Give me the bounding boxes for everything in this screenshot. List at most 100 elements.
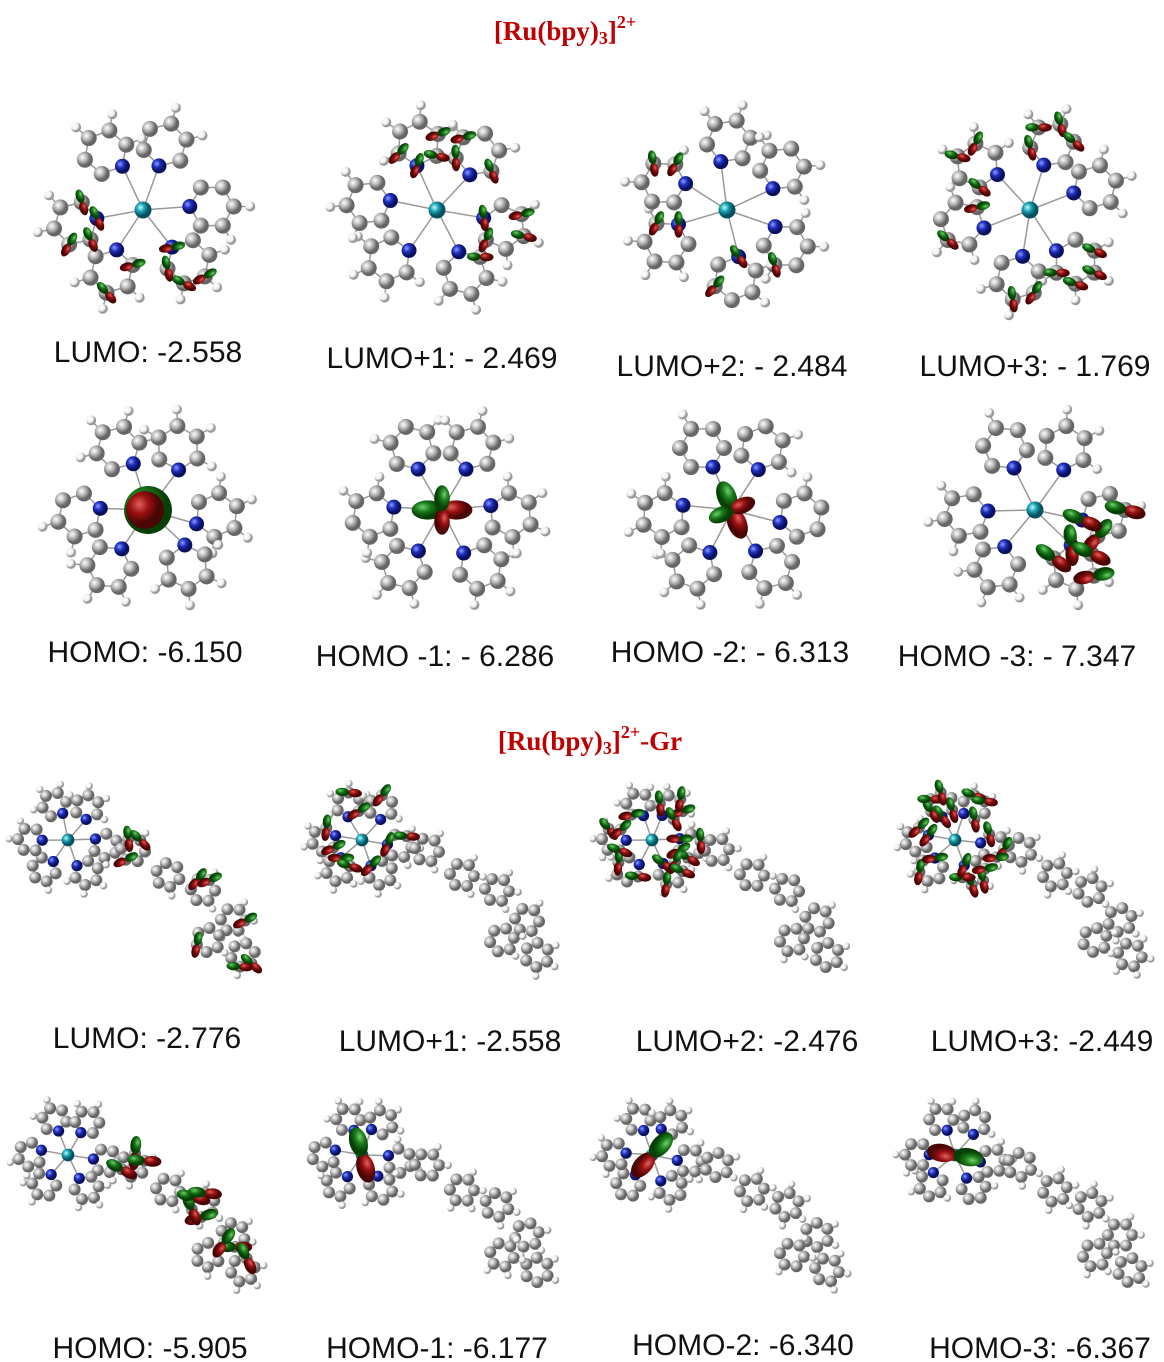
atom [793,885,805,897]
atom [37,802,49,814]
atom [374,472,384,482]
atom [41,1123,53,1135]
atom [1126,1229,1138,1241]
atom [92,796,104,808]
atom [533,1226,545,1238]
atom [970,255,980,265]
atom [136,142,152,158]
atom [929,1124,941,1136]
atom [741,1195,753,1207]
atom [254,1282,262,1290]
atom [197,546,213,562]
atom [1147,955,1155,963]
atom [444,868,456,880]
atom [1108,950,1116,958]
atom [737,426,753,442]
atom [5,835,13,843]
atom [425,855,437,867]
atom [1033,834,1041,842]
atom [775,1268,783,1276]
atom [634,1180,646,1192]
atom [1037,871,1049,883]
atom [776,873,788,885]
atom [676,1122,688,1134]
molecule [624,410,830,610]
atom [493,1211,505,1223]
atom [120,278,136,294]
atom [1058,418,1074,434]
atom [752,163,768,179]
atom [1080,926,1092,938]
atom [85,1171,97,1183]
atom [190,894,202,906]
atom [304,822,312,830]
atom [382,521,398,537]
atom [123,561,139,577]
atom [76,1193,88,1205]
atom [610,1177,622,1189]
atom [444,1162,452,1170]
atom [769,883,781,895]
atom [26,1137,38,1149]
atom [33,1168,45,1180]
atom [1091,922,1103,934]
atom [502,1203,514,1215]
atom [627,788,639,800]
atom [330,830,341,841]
atom [811,942,823,954]
atom [792,590,802,600]
atom [23,1172,31,1180]
atom [627,1190,639,1202]
atom [124,406,134,416]
orbital-label: HOMO: -5.905 [52,1332,247,1362]
atom [810,521,826,537]
atom [761,143,777,159]
atom [409,842,421,854]
atom [31,823,43,835]
atom [1113,1268,1125,1280]
atom [666,194,682,210]
atom [949,834,962,847]
atom [748,262,764,278]
atom [897,823,905,831]
atom [392,1143,404,1155]
atom [66,559,76,569]
atom [716,440,732,456]
atom [1103,194,1119,210]
atom [176,294,186,304]
atom [1048,572,1064,588]
atom [944,490,960,506]
atom [1073,600,1083,610]
atom [789,219,805,235]
atom [177,1170,185,1178]
atom [209,885,221,897]
atom [50,1180,62,1192]
atom [1025,1164,1037,1176]
atom [809,1262,821,1274]
atom [150,1182,162,1194]
atom [386,1121,398,1133]
atom [532,937,544,949]
atom [505,586,515,596]
atom [681,537,697,553]
atom [956,1183,968,1195]
atom [177,538,192,553]
atom [189,516,204,531]
atom [185,232,201,248]
atom [923,1190,935,1202]
atom [88,522,104,538]
atom [908,1188,916,1196]
atom [19,823,31,835]
atom [780,956,788,964]
atom [1019,867,1026,875]
atom [70,806,82,818]
atom [774,936,786,948]
atom [503,885,515,897]
atom [1027,502,1044,519]
atom [687,1128,695,1136]
atom [817,1253,829,1265]
atom [677,1165,689,1177]
atom [710,257,726,273]
atom [1037,450,1053,466]
atom [751,880,763,892]
